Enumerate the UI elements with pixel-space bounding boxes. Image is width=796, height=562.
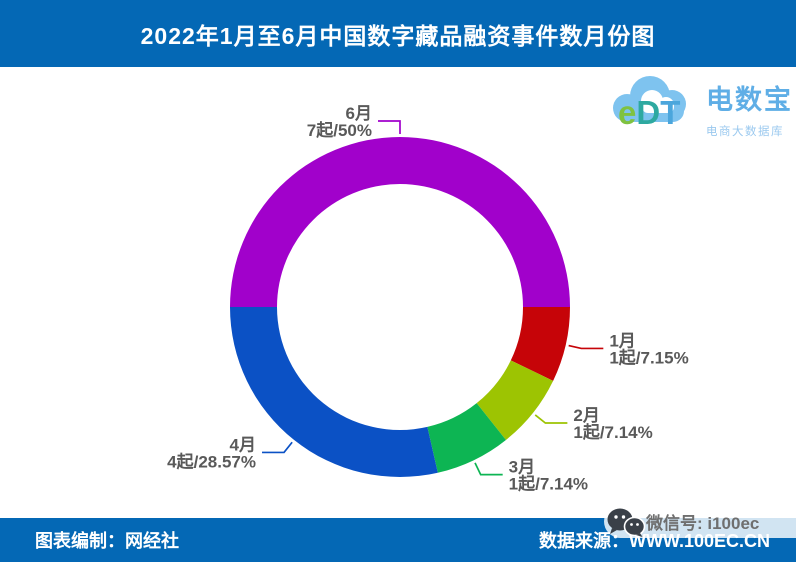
page-title: 2022年1月至6月中国数字藏品融资事件数月份图: [140, 22, 656, 49]
wechat-icon: [607, 508, 646, 537]
pie-slice-4月: [230, 307, 438, 478]
leader-line-6月: [378, 120, 401, 134]
logo-name: 电数宝: [706, 85, 793, 115]
leader-line-1月: [568, 344, 604, 350]
pie-slice-6月: [230, 137, 570, 307]
wechat-watermark: 微信号: i100ec: [604, 505, 796, 538]
edt-logo: eDT 电数宝 电商大数据库: [606, 70, 793, 150]
header-bar: 2022年1月至6月中国数字藏品融资事件数月份图: [0, 0, 796, 67]
slice-label-2月: 2月 1起/7.14%: [573, 406, 652, 442]
leader-line-3月: [474, 462, 503, 476]
logo-abbr-letter: e: [618, 94, 637, 131]
watermark-label: 微信号: i100ec: [646, 514, 760, 533]
logo-abbr-letter: D: [636, 94, 661, 131]
leader-line-4月: [262, 441, 293, 454]
slice-label-1月: 1月 1起/7.15%: [609, 331, 688, 367]
slice-label-3月: 3月 1起/7.14%: [509, 458, 588, 494]
leader-line-2月: [534, 414, 568, 424]
logo-tagline: 电商大数据库: [706, 126, 784, 138]
slice-label-6月: 6月 7起/50%: [307, 104, 372, 140]
pie-slice-3月: [427, 403, 506, 473]
slice-label-4月: 4月 4起/28.57%: [167, 435, 256, 471]
chart-credit: 图表编制：网经社: [35, 531, 179, 551]
cloud-icon: [613, 76, 686, 122]
pie-slice-1月: [510, 307, 570, 381]
logo-abbr-letter: T: [660, 94, 681, 131]
logo-abbr: eDT: [618, 96, 680, 129]
logo-text: 电数宝 电商大数据库: [706, 78, 793, 139]
pie-slice-2月: [476, 360, 554, 440]
